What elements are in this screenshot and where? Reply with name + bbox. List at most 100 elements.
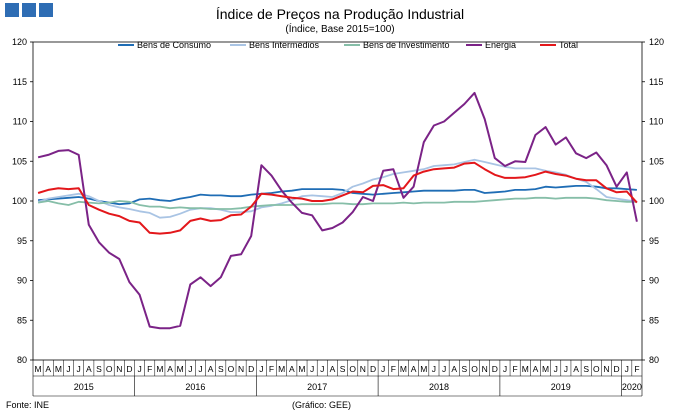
y-tick-label-left: 110 — [13, 117, 27, 127]
credit-note: (Gráfico: GEE) — [292, 400, 352, 410]
x-tick-label: J — [66, 364, 70, 374]
x-tick-label: O — [593, 364, 600, 374]
x-tick-label: J — [259, 364, 263, 374]
x-tick-label: J — [198, 364, 202, 374]
legend-label: Bens de Investimento — [363, 40, 450, 50]
x-tick-label: J — [381, 364, 385, 374]
x-tick-label: F — [634, 364, 639, 374]
x-tick-label: S — [340, 364, 346, 374]
y-tick-label-right: 110 — [649, 117, 663, 127]
x-tick-label: A — [167, 364, 173, 374]
year-label: 2017 — [307, 382, 327, 392]
x-tick-label: D — [248, 364, 254, 374]
x-tick-label: M — [55, 364, 62, 374]
y-tick-label-right: 100 — [649, 196, 664, 206]
y-tick-label-left: 120 — [12, 37, 27, 47]
x-tick-label: M — [278, 364, 285, 374]
x-tick-label: A — [330, 364, 336, 374]
x-tick-label: S — [462, 364, 468, 374]
series-line-bens-intermédios — [37, 158, 638, 219]
x-tick-label: J — [442, 364, 446, 374]
y-tick-label-right: 90 — [649, 276, 659, 286]
x-tick-label: A — [208, 364, 214, 374]
x-tick-label: J — [320, 364, 324, 374]
x-tick-label: A — [411, 364, 417, 374]
year-label: 2016 — [185, 382, 205, 392]
x-tick-label: A — [86, 364, 92, 374]
x-tick-label: D — [492, 364, 498, 374]
legend-label: Bens de Consumo — [137, 40, 211, 50]
x-tick-label: M — [420, 364, 427, 374]
x-tick-label: A — [533, 364, 539, 374]
x-tick-label: A — [45, 364, 51, 374]
x-tick-label: N — [360, 364, 366, 374]
y-tick-label-left: 80 — [17, 355, 27, 365]
x-tick-label: M — [298, 364, 305, 374]
y-tick-label-right: 80 — [649, 355, 659, 365]
year-label: 2018 — [429, 382, 449, 392]
chart-subtitle: (Índice, Base 2015=100) — [285, 24, 395, 35]
x-tick-label: S — [583, 364, 589, 374]
x-tick-label: J — [503, 364, 507, 374]
x-tick-label: M — [156, 364, 163, 374]
x-tick-label: O — [349, 364, 356, 374]
legend-label: Bens Intermédios — [249, 40, 320, 50]
x-tick-label: M — [400, 364, 407, 374]
y-tick-label-left: 100 — [12, 196, 27, 206]
x-tick-label: M — [522, 364, 529, 374]
logo-square-3 — [39, 3, 53, 17]
y-tick-label-right: 115 — [649, 77, 663, 87]
x-tick-label: M — [177, 364, 184, 374]
x-tick-label: F — [147, 364, 152, 374]
y-tick-label-right: 120 — [649, 37, 664, 47]
y-tick-label-left: 95 — [17, 236, 27, 246]
y-tick-label-left: 85 — [17, 315, 27, 325]
x-tick-label: J — [564, 364, 568, 374]
x-tick-label: O — [471, 364, 478, 374]
x-tick-label: J — [310, 364, 314, 374]
y-tick-label-left: 115 — [13, 77, 27, 87]
x-tick-label: S — [96, 364, 102, 374]
year-label: 2019 — [551, 382, 571, 392]
source-note: Fonte: INE — [6, 400, 50, 410]
x-tick-label: M — [35, 364, 42, 374]
x-tick-label: D — [126, 364, 132, 374]
x-tick-label: A — [451, 364, 457, 374]
legend-label: Energia — [485, 40, 516, 50]
x-tick-label: D — [370, 364, 376, 374]
x-tick-label: O — [228, 364, 235, 374]
logo-square-2 — [22, 3, 36, 17]
x-tick-label: S — [218, 364, 224, 374]
x-tick-label: J — [77, 364, 81, 374]
series-line-bens-de-investimento — [37, 196, 637, 210]
x-tick-label: F — [391, 364, 396, 374]
x-tick-label: O — [106, 364, 113, 374]
y-tick-label-left: 90 — [17, 276, 27, 286]
x-tick-label: F — [513, 364, 518, 374]
x-tick-label: J — [432, 364, 436, 374]
series-line-energia — [37, 91, 638, 330]
x-tick-label: N — [482, 364, 488, 374]
x-tick-label: F — [269, 364, 274, 374]
series-line-bens-de-consumo — [38, 184, 637, 206]
x-tick-label: A — [573, 364, 579, 374]
x-tick-label: A — [289, 364, 295, 374]
x-tick-label: D — [614, 364, 620, 374]
x-tick-label: J — [625, 364, 629, 374]
x-tick-label: J — [188, 364, 192, 374]
year-label: 2015 — [74, 382, 94, 392]
x-tick-label: J — [554, 364, 558, 374]
y-tick-label-right: 95 — [649, 236, 659, 246]
y-tick-label-right: 85 — [649, 315, 659, 325]
x-tick-label: J — [137, 364, 141, 374]
year-label: 2020 — [622, 382, 642, 392]
y-tick-label-left: 105 — [12, 156, 27, 166]
x-tick-label: N — [603, 364, 609, 374]
legend-label: Total — [559, 40, 578, 50]
x-tick-label: M — [542, 364, 549, 374]
series-line-total — [37, 161, 638, 235]
x-tick-label: N — [116, 364, 122, 374]
x-tick-label: N — [238, 364, 244, 374]
chart-title: Índice de Preços na Produção Industrial — [215, 6, 465, 22]
